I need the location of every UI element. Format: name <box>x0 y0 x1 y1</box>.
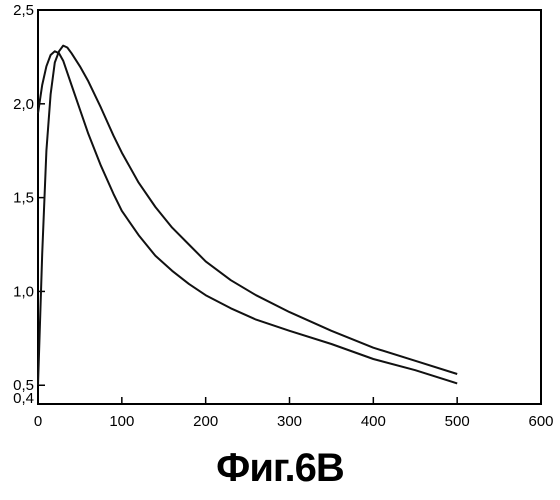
x-tick-label: 0 <box>34 413 42 430</box>
line-chart: 0100200300400500600 0,40,51,01,52,02,5 <box>0 0 560 440</box>
x-tick-label: 500 <box>445 413 470 430</box>
plot-frame <box>38 10 541 404</box>
figure-caption: Фиг.6В <box>0 446 560 491</box>
y-tick-label: 2,5 <box>13 2 34 19</box>
y-tick-label: 1,5 <box>13 190 34 207</box>
series-line-1 <box>38 51 457 383</box>
x-tick-label: 300 <box>277 413 302 430</box>
x-axis: 0 100 200 300 400 500 600 <box>34 397 554 430</box>
x-tick-label: 400 <box>361 413 386 430</box>
y-tick-label: 1,0 <box>13 283 34 300</box>
x-tick-label: 100 <box>109 413 134 430</box>
series-line-2 <box>38 46 457 386</box>
y-tick-label: 0,5 <box>13 377 34 394</box>
x-tick-label: 600 <box>528 413 553 430</box>
series-group <box>38 46 457 386</box>
x-tick-label: 200 <box>193 413 218 430</box>
y-tick-label: 2,0 <box>13 96 34 113</box>
